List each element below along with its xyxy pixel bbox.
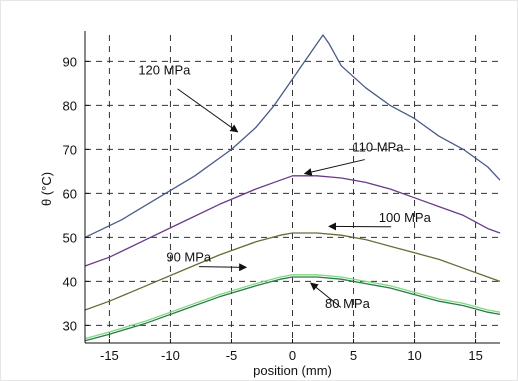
series-line xyxy=(84,232,501,311)
annotation-label: 110 MPa xyxy=(352,140,404,155)
x-tick-label: -15 xyxy=(100,348,119,363)
series-line xyxy=(84,175,501,267)
axes: -15 -10 -5 0 5 10 15 30 40 50 60 70 80 90 xyxy=(63,31,500,363)
annotation-arrow xyxy=(199,263,248,272)
x-tick-label: -5 xyxy=(226,348,238,363)
annotation-label: 80 MPa xyxy=(325,296,371,311)
annotation-label: 90 MPa xyxy=(166,250,212,265)
annotation-arrow xyxy=(310,282,342,308)
series-line xyxy=(84,276,501,342)
y-tick-label: 50 xyxy=(63,230,77,245)
y-tick-label: 40 xyxy=(63,274,77,289)
annotation-label: 100 MPa xyxy=(379,210,432,225)
x-tick-label: -10 xyxy=(161,348,180,363)
y-tick-label: 70 xyxy=(63,142,77,157)
x-tick-label: 15 xyxy=(468,348,482,363)
y-tick-label: 80 xyxy=(63,98,77,113)
y-axis-label: θ (°C) xyxy=(39,172,54,206)
annotation-arrow xyxy=(303,159,365,176)
series-line xyxy=(84,34,501,238)
x-tick-label: 0 xyxy=(289,348,296,363)
series-lines xyxy=(84,34,501,342)
y-tick-label: 30 xyxy=(63,318,77,333)
x-tick-label: 5 xyxy=(350,348,357,363)
chart-container: -15 -10 -5 0 5 10 15 30 40 50 60 70 80 90 120 MPa 110 … xyxy=(3,3,502,378)
annotations: 120 MPa 110 MPa 100 MPa 90 MPa 80 MPa xyxy=(138,63,431,311)
x-axis-label: position (mm) xyxy=(253,363,332,378)
y-tick-label: 90 xyxy=(63,54,77,69)
grid-lines xyxy=(85,35,500,343)
annotation-label: 120 MPa xyxy=(138,63,191,78)
y-tick-label: 60 xyxy=(63,186,77,201)
x-tick-label: 10 xyxy=(407,348,421,363)
temperature-position-chart: -15 -10 -5 0 5 10 15 30 40 50 60 70 80 90 120 MPa 110 … xyxy=(39,31,501,378)
annotation-arrow xyxy=(177,88,239,133)
series-line xyxy=(84,274,501,340)
